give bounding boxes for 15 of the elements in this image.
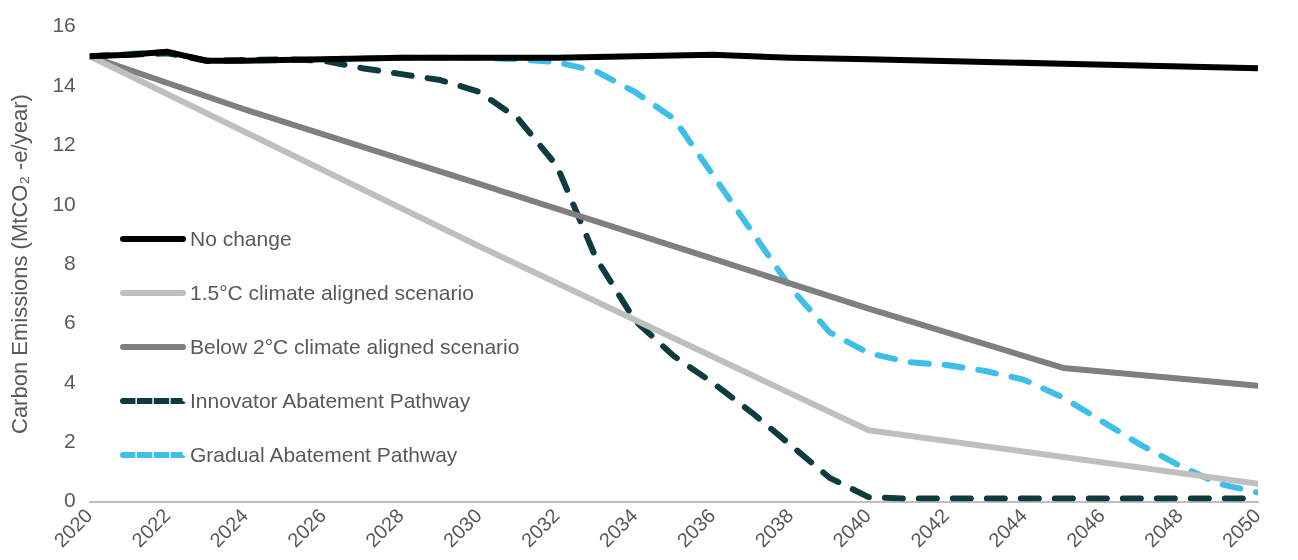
y-tick-label: 10 (52, 191, 76, 215)
legend-label: Innovator Abatement Pathway (190, 389, 471, 413)
y-axis-title: Carbon Emissions (MtCO₂ -e/year) (7, 94, 33, 435)
y-tick-label: 2 (64, 428, 76, 452)
y-tick-label: 16 (52, 13, 76, 37)
legend-label: 1.5°C climate aligned scenario (190, 281, 474, 305)
y-tick-label: 12 (52, 132, 76, 156)
y-tick-label: 8 (64, 250, 76, 274)
legend-label: Gradual Abatement Pathway (190, 443, 458, 467)
y-tick-label: 14 (52, 72, 77, 96)
y-tick-label: 4 (64, 369, 77, 393)
legend-label: Below 2°C climate aligned scenario (190, 335, 520, 359)
y-tick-label: 0 (64, 488, 76, 512)
legend-label: No change (190, 227, 292, 251)
y-tick-label: 6 (64, 310, 76, 334)
